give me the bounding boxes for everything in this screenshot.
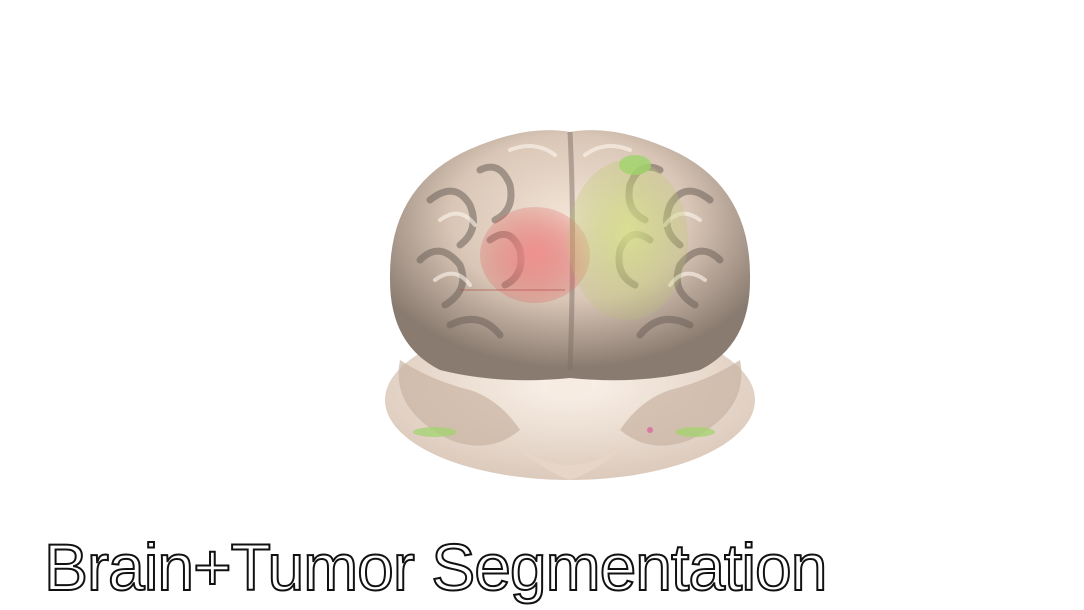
edema-segmentation: [568, 160, 688, 320]
brain-segmentation-image: [385, 130, 755, 480]
highlight-markers: [413, 155, 715, 437]
caption-title: Brain+Tumor Segmentation: [43, 529, 828, 605]
brain-3d-render: [385, 130, 755, 480]
tumor-segmentation: [460, 207, 590, 303]
